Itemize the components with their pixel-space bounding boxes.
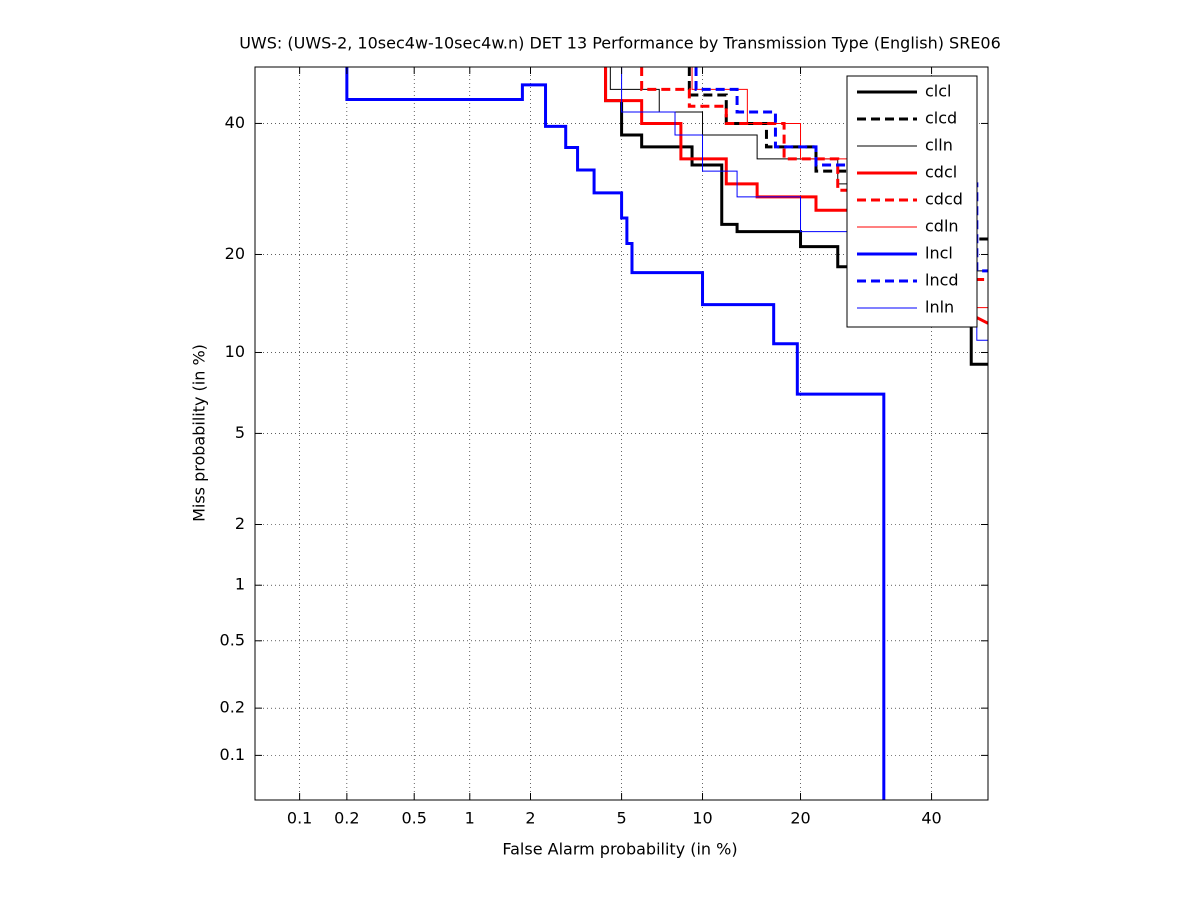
series-line <box>640 67 988 282</box>
y-tick-label: 0.5 <box>220 630 245 649</box>
x-tick-label: 1 <box>465 809 475 828</box>
legend-box <box>846 75 978 328</box>
x-tick-label: 0.5 <box>401 809 426 828</box>
y-tick-label: 5 <box>235 423 245 442</box>
y-tick-label: 40 <box>225 113 245 132</box>
x-tick-label: 0.2 <box>334 809 359 828</box>
legend-label: lncd <box>925 271 959 290</box>
legend-label: clln <box>925 136 953 155</box>
x-tick-label: 2 <box>525 809 535 828</box>
chart-title: UWS: (UWS-2, 10sec4w-10sec4w.n) DET 13 P… <box>239 34 1001 53</box>
legend: clcl clcd clln cdcl cdcd cdln lncl lncd lnln <box>846 75 978 328</box>
x-tick-label: 10 <box>692 809 712 828</box>
y-tick-label: 0.2 <box>220 698 245 717</box>
x-tick-label: 20 <box>790 809 810 828</box>
x-axis-label: False Alarm probability (in %) <box>502 840 737 859</box>
legend-label: clcl <box>925 82 951 101</box>
legend-label: cdcd <box>925 190 963 209</box>
y-tick-label: 1 <box>235 575 245 594</box>
legend-label: lnln <box>925 298 954 317</box>
y-tick-label: 10 <box>225 342 245 361</box>
x-tick-label: 5 <box>616 809 626 828</box>
y-tick-label: 0.1 <box>220 745 245 764</box>
legend-label: cdln <box>925 217 959 236</box>
x-tick-label: 40 <box>921 809 941 828</box>
legend-label: cdcl <box>925 163 957 182</box>
ticks: 0.1 0.2 0.5 1 2 5 10 20 40 0.1 0.2 0.5 1 2 5 10 20 40 <box>220 67 988 828</box>
y-tick-label: 2 <box>235 514 245 533</box>
x-tick-label: 0.1 <box>287 809 312 828</box>
legend-label: lncl <box>925 244 953 263</box>
legend-label: clcd <box>925 109 957 128</box>
y-axis-label: Miss probability (in %) <box>190 344 209 522</box>
series-line <box>345 67 886 800</box>
y-tick-label: 20 <box>225 244 245 263</box>
